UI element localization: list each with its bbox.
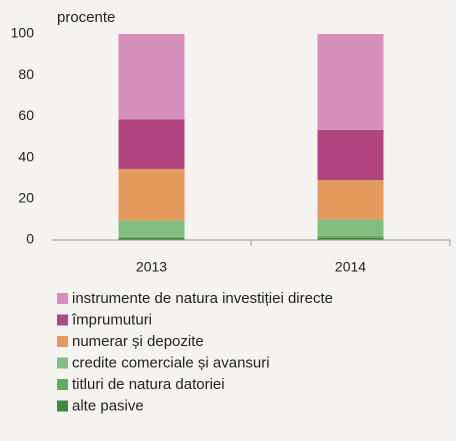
bar-segment xyxy=(118,220,185,237)
bar-segment xyxy=(317,180,384,220)
y-tick-label: 60 xyxy=(18,107,34,123)
legend-swatch xyxy=(57,314,68,326)
legend-label: alte pasive xyxy=(72,397,144,414)
y-tick-label: 0 xyxy=(26,231,34,247)
legend-swatch xyxy=(57,293,68,304)
bar-segment xyxy=(317,219,384,236)
bar-segment xyxy=(317,129,384,181)
legend-label: instrumente de natura investiției direct… xyxy=(72,290,333,307)
legend-swatch xyxy=(57,400,68,412)
x-tick-label: 2013 xyxy=(136,259,167,275)
legend-label: credite comerciale și avansuri xyxy=(72,354,270,371)
legend-label: numerar și depozite xyxy=(72,333,204,350)
bar-segment xyxy=(317,235,384,238)
bar-segment xyxy=(317,237,384,240)
y-tick-label: 40 xyxy=(18,148,34,164)
legend-swatch xyxy=(57,357,68,369)
bar-segment xyxy=(118,34,185,120)
legend-label: împrumuturi xyxy=(71,311,152,328)
x-tick-label: 2014 xyxy=(335,259,366,275)
bar-segment xyxy=(118,119,185,169)
y-tick-label: 20 xyxy=(18,190,34,206)
legend-swatch xyxy=(57,379,68,390)
bar-segment xyxy=(118,236,185,238)
y-tick-label: 100 xyxy=(11,25,35,41)
bar-segment xyxy=(118,237,185,240)
legend-label: titluri de natura datoriei xyxy=(72,376,225,393)
bar-segment xyxy=(118,168,185,221)
y-axis-label: procente xyxy=(57,9,115,26)
bar-segment xyxy=(317,34,384,130)
y-tick-label: 80 xyxy=(18,66,34,82)
legend-swatch xyxy=(57,336,68,347)
